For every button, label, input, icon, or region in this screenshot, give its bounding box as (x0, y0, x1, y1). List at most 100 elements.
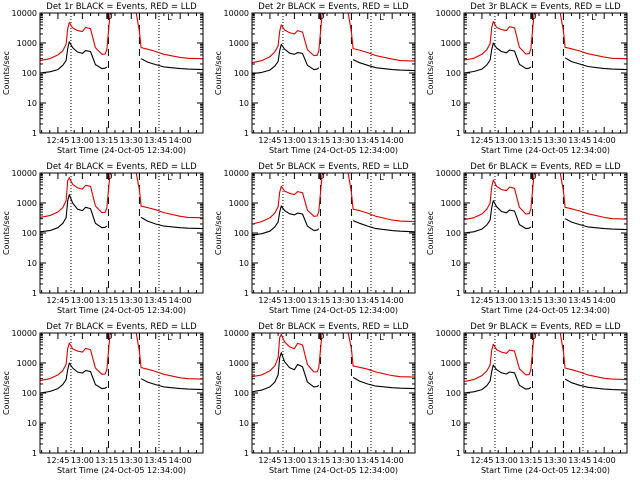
x-tick-label: 13:30 (332, 296, 355, 305)
y-axis-label: Counts/sec (2, 51, 11, 95)
x-tick-label: 14:00 (593, 136, 616, 145)
y-tick-label: 100 (234, 229, 249, 238)
y-tick-label: 100 (22, 69, 37, 78)
y-tick-label: 100 (234, 69, 249, 78)
x-axis-label: Start Time (24-Oct-05 12:34:00) (57, 146, 186, 155)
panel-title: Det 3r BLACK = Events, RED = LLD (470, 2, 621, 12)
y-axis-label: Counts/sec (214, 211, 223, 255)
lld-series-line (39, 12, 204, 62)
y-tick-label: 1 (32, 289, 37, 298)
y-tick-label: 10 (27, 259, 37, 268)
y-tick-label: 1000 (441, 199, 461, 208)
events-series-line (463, 364, 628, 394)
x-axis-label: Start Time (24-Oct-05 12:34:00) (269, 466, 398, 475)
x-tick-label: 13:15 (307, 296, 330, 305)
x-tick-label: 12:45 (470, 296, 493, 305)
y-tick-label: 1 (244, 289, 249, 298)
y-tick-label: 10 (27, 419, 37, 428)
y-axis-label: Counts/sec (2, 371, 11, 415)
x-axis-label: Start Time (24-Oct-05 12:34:00) (481, 466, 610, 475)
x-tick-label: 14:00 (593, 296, 616, 305)
lld-series-line (463, 12, 628, 61)
chart-panel-4: Det 4r BLACK = Events, RED = LLD Counts/s… (2, 162, 204, 315)
panel-title: Det 6r BLACK = Events, RED = LLD (470, 162, 621, 172)
dataset-marker: D (106, 332, 112, 341)
dataset-marker: L (591, 13, 596, 22)
x-tick-label: 13:00 (495, 136, 518, 145)
panel-title: Det 2r BLACK = Events, RED = LLD (258, 2, 409, 12)
panel-title: Det 5r BLACK = Events, RED = LLD (258, 162, 409, 172)
y-tick-label: 10000 (224, 329, 249, 338)
y-axis-label: Counts/sec (426, 211, 435, 255)
y-tick-label: 10000 (224, 169, 249, 178)
x-tick-label: 13:30 (544, 456, 567, 465)
y-tick-label: 100 (446, 389, 461, 398)
y-tick-label: 100 (446, 69, 461, 78)
dataset-marker: L (591, 173, 596, 182)
y-axis-label: Counts/sec (2, 211, 11, 255)
y-tick-label: 100 (234, 389, 249, 398)
y-tick-label: 10000 (436, 329, 461, 338)
dataset-marker: D (106, 172, 112, 181)
x-tick-label: 13:45 (568, 456, 591, 465)
y-tick-label: 1 (456, 449, 461, 458)
y-tick-label: 100 (446, 229, 461, 238)
lld-series-line (463, 172, 628, 221)
y-tick-label: 100 (22, 229, 37, 238)
dataset-marker: L (591, 333, 596, 342)
x-tick-label: 14:00 (381, 296, 404, 305)
y-tick-label: 10 (27, 99, 37, 108)
x-tick-label: 12:45 (258, 136, 281, 145)
x-tick-label: 13:45 (568, 296, 591, 305)
x-tick-label: 12:45 (46, 456, 69, 465)
x-axis-label: Start Time (24-Oct-05 12:34:00) (481, 306, 610, 315)
plot-frame (39, 12, 204, 134)
y-tick-label: 1 (32, 129, 37, 138)
y-tick-label: 10000 (12, 9, 37, 18)
plot-frame (251, 172, 416, 294)
x-tick-label: 14:00 (169, 456, 192, 465)
lld-series-line (39, 332, 204, 382)
x-tick-label: 12:45 (258, 456, 281, 465)
x-tick-label: 13:30 (120, 296, 143, 305)
y-tick-label: 10 (451, 259, 461, 268)
x-tick-label: 12:45 (46, 136, 69, 145)
x-tick-label: 12:45 (470, 136, 493, 145)
dataset-marker: D (530, 12, 536, 21)
plot-frame (463, 332, 628, 454)
x-tick-label: 13:00 (71, 296, 94, 305)
chart-panel-6: Det 6r BLACK = Events, RED = LLD Counts/s… (426, 162, 628, 315)
x-tick-label: 13:30 (332, 136, 355, 145)
chart-panel-2: Det 2r BLACK = Events, RED = LLD Counts/s… (214, 2, 416, 155)
x-tick-label: 14:00 (169, 136, 192, 145)
x-tick-label: 13:00 (283, 456, 306, 465)
plot-frame (463, 172, 628, 294)
y-tick-label: 1 (244, 449, 249, 458)
panel-title: Det 8r BLACK = Events, RED = LLD (258, 322, 409, 332)
y-tick-label: 100 (22, 389, 37, 398)
events-series-line (251, 352, 416, 393)
dataset-marker: D (106, 12, 112, 21)
dataset-marker: D (530, 172, 536, 181)
x-tick-label: 13:45 (144, 456, 167, 465)
y-axis-label: Counts/sec (426, 51, 435, 95)
events-series-line (463, 200, 628, 234)
y-tick-label: 1 (456, 129, 461, 138)
x-tick-label: 13:15 (95, 296, 118, 305)
panel-title: Det 9r BLACK = Events, RED = LLD (470, 322, 621, 332)
plot-frame (39, 172, 204, 294)
x-tick-label: 13:00 (495, 296, 518, 305)
x-tick-label: 13:15 (519, 456, 542, 465)
x-tick-label: 13:00 (283, 136, 306, 145)
y-tick-label: 10 (451, 99, 461, 108)
chart-panel-7: Det 7r BLACK = Events, RED = LLD Counts/s… (2, 322, 204, 475)
y-tick-label: 10 (239, 259, 249, 268)
x-tick-label: 12:45 (46, 296, 69, 305)
x-tick-label: 13:00 (71, 136, 94, 145)
dataset-marker: L (379, 333, 384, 342)
plot-frame (463, 12, 628, 134)
x-tick-label: 14:00 (381, 456, 404, 465)
x-tick-label: 13:45 (144, 136, 167, 145)
events-series-line (251, 205, 416, 236)
